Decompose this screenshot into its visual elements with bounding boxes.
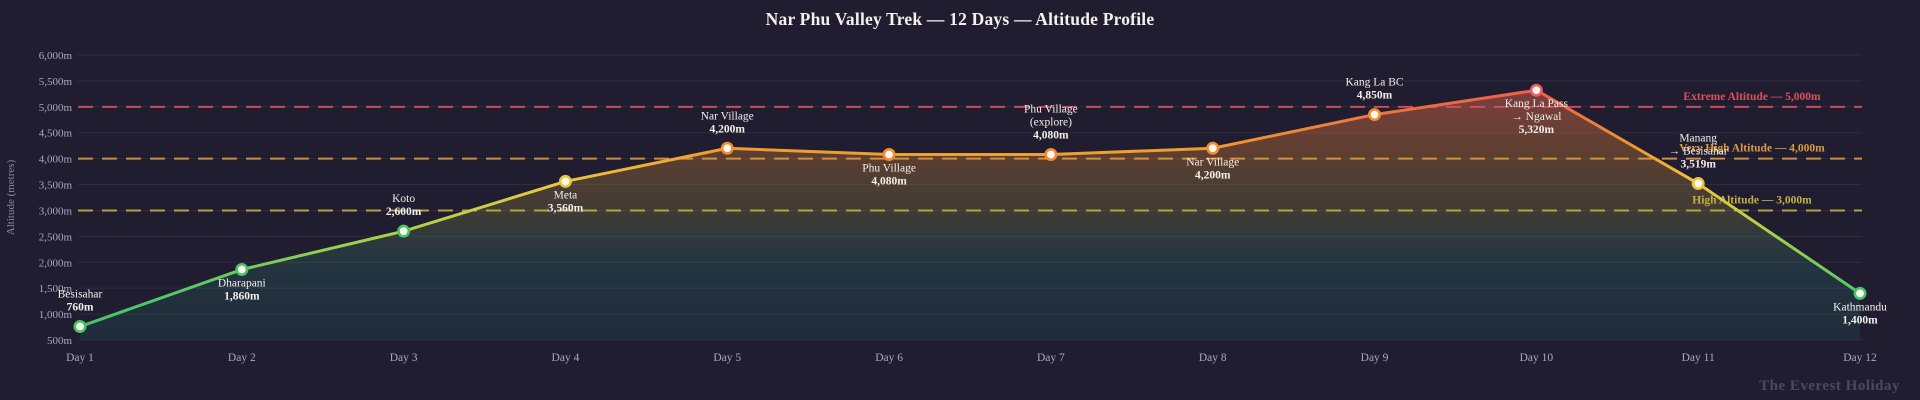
data-point-label: 2,600m xyxy=(386,206,422,218)
data-point-marker xyxy=(558,174,572,188)
x-axis-tick-label: Day 12 xyxy=(1843,352,1877,364)
x-axis-tick-label: Day 7 xyxy=(1037,352,1065,364)
x-axis-tick-label: Day 8 xyxy=(1199,352,1227,364)
data-point-label: Kathmandu xyxy=(1833,301,1887,313)
data-point-marker xyxy=(1368,108,1382,122)
data-point-label: → Besisahar xyxy=(1669,146,1728,158)
altitude-area-fill xyxy=(80,90,1860,341)
y-axis-tick-label: 6,000m xyxy=(39,50,73,62)
x-axis-tick-label: Day 11 xyxy=(1682,352,1715,364)
threshold-label: High Altitude — 3,000m xyxy=(1692,194,1812,206)
y-axis-title: Altitude (metres) xyxy=(5,159,17,235)
data-point-marker xyxy=(882,147,896,161)
threshold-label: Extreme Altitude — 5,000m xyxy=(1683,91,1821,103)
data-point-label: 1,860m xyxy=(224,291,260,303)
y-axis-tick-label: 2,000m xyxy=(39,257,73,269)
data-point-marker xyxy=(1853,286,1867,300)
threshold-label: Very High Altitude — 4,000m xyxy=(1679,143,1825,155)
data-point-label: → Ngawal xyxy=(1511,111,1561,123)
y-axis-tick-label: 3,500m xyxy=(39,180,73,192)
x-axis-tick-label: Day 9 xyxy=(1361,352,1389,364)
data-point-marker xyxy=(1691,177,1705,191)
data-point-label: Manang xyxy=(1679,133,1717,145)
data-point-label: 5,320m xyxy=(1519,124,1555,136)
x-axis-tick-label: Day 3 xyxy=(390,352,418,364)
data-point-marker xyxy=(235,263,249,277)
data-point-label: Besisahar xyxy=(58,289,103,301)
data-point-label: Phu Village xyxy=(862,162,916,174)
data-point-marker xyxy=(720,141,734,155)
data-point-label: Kang La Pass xyxy=(1505,98,1569,110)
data-point-marker xyxy=(1044,147,1058,161)
data-point-marker xyxy=(73,320,87,334)
y-axis-tick-label: 1,500m xyxy=(39,283,73,295)
data-point-label: Meta xyxy=(554,189,578,201)
y-axis-tick-label: 1,000m xyxy=(39,309,73,321)
x-axis-tick-label: Day 1 xyxy=(66,352,94,364)
data-point-label: Dharapani xyxy=(218,278,266,290)
x-axis-tick-label: Day 4 xyxy=(552,352,580,364)
x-axis-tick-label: Day 6 xyxy=(875,352,903,364)
data-point-label: (explore) xyxy=(1030,116,1072,128)
y-axis-tick-label: 4,500m xyxy=(39,128,73,140)
y-axis-tick-label: 2,500m xyxy=(39,231,73,243)
chart-title: Nar Phu Valley Trek — 12 Days — Altitude… xyxy=(765,9,1155,29)
data-point-label: 1,400m xyxy=(1842,314,1878,326)
data-point-label: Koto xyxy=(392,193,415,205)
data-point-label: 4,080m xyxy=(871,175,907,187)
brand-watermark: The Everest Holiday xyxy=(1759,378,1900,394)
altitude-line xyxy=(78,88,1862,329)
data-point-label: 4,850m xyxy=(1357,90,1393,102)
y-axis-tick-label: 4,000m xyxy=(39,154,73,166)
y-axis-tick-label: 500m xyxy=(47,335,73,347)
data-point-label: Kang La BC xyxy=(1345,77,1403,89)
data-point-label: 760m xyxy=(67,302,94,314)
x-axis-tick-label: Day 2 xyxy=(228,352,256,364)
data-point-label: Nar Village xyxy=(701,110,754,122)
x-axis-tick-label: Day 5 xyxy=(713,352,741,364)
data-point-label: Nar Village xyxy=(1186,156,1239,168)
data-point-label: 4,080m xyxy=(1033,129,1069,141)
y-axis-tick-label: 5,500m xyxy=(39,76,73,88)
y-axis-tick-label: 5,000m xyxy=(39,102,73,114)
data-point-label: 4,200m xyxy=(710,123,746,135)
data-point-label: 3,560m xyxy=(548,202,584,214)
data-point-label: 3,519m xyxy=(1680,159,1716,171)
data-point-marker xyxy=(1206,141,1220,155)
data-point-marker xyxy=(397,224,411,238)
y-axis-tick-label: 3,000m xyxy=(39,205,73,217)
data-point-label: Phu Village xyxy=(1024,103,1078,115)
data-point-label: 4,200m xyxy=(1195,169,1231,181)
data-point-marker xyxy=(1529,83,1543,97)
x-axis-tick-label: Day 10 xyxy=(1520,352,1554,364)
